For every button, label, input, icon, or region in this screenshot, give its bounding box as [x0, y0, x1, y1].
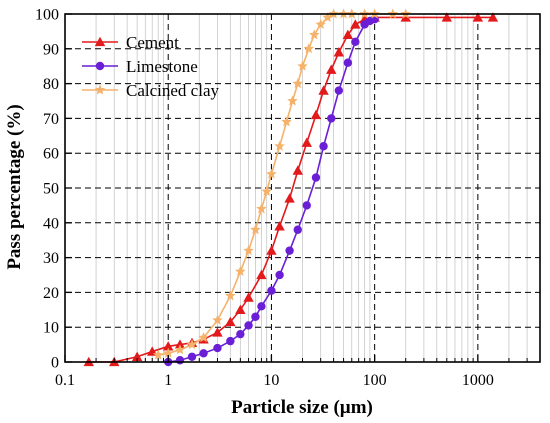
y-tick-label: 50 — [43, 181, 59, 198]
data-point — [400, 12, 411, 22]
data-point — [199, 349, 208, 358]
legend-item: Cement — [82, 33, 179, 52]
data-point — [225, 290, 236, 301]
data-point — [309, 29, 320, 40]
data-point — [319, 142, 328, 151]
y-tick-label: 60 — [43, 146, 59, 163]
data-point — [212, 314, 223, 325]
data-point — [343, 58, 353, 67]
data-point — [441, 12, 452, 22]
data-point — [198, 332, 209, 343]
x-tick-label: 0.1 — [55, 372, 75, 389]
data-point — [275, 270, 284, 280]
data-point — [327, 114, 336, 123]
data-point — [334, 86, 344, 95]
data-point — [333, 47, 345, 57]
legend: Cement Limestone Calcined clay — [82, 33, 219, 100]
data-point — [281, 116, 292, 127]
data-point — [287, 95, 298, 106]
data-point — [131, 351, 143, 361]
data-point — [284, 193, 295, 203]
y-tick-label: 80 — [43, 76, 59, 93]
data-point — [243, 292, 254, 302]
y-tick-label: 70 — [43, 111, 59, 128]
data-point — [350, 19, 361, 29]
data-point — [310, 109, 322, 120]
x-axis-title: Particle size (µm) — [231, 397, 373, 418]
legend-marker — [94, 84, 106, 95]
data-point — [302, 201, 311, 210]
data-point — [235, 304, 246, 314]
data-point — [225, 316, 236, 327]
y-tick-label: 0 — [51, 355, 59, 372]
data-point — [256, 269, 267, 280]
data-point — [266, 168, 277, 179]
data-point — [274, 140, 285, 151]
data-point — [285, 246, 294, 255]
data-point — [257, 302, 266, 311]
legend-marker — [95, 61, 105, 71]
data-point — [318, 85, 329, 95]
legend-item: Limestone — [82, 57, 198, 76]
data-point — [236, 329, 245, 339]
x-tick-label: 1 — [164, 372, 172, 389]
y-tick-label: 20 — [43, 285, 59, 302]
data-point — [235, 266, 246, 276]
data-point — [311, 173, 321, 182]
data-point — [487, 12, 499, 22]
data-point — [342, 29, 354, 40]
data-point — [186, 339, 198, 350]
data-point — [351, 37, 360, 47]
data-point — [303, 43, 314, 54]
legend-label: Calcined clay — [126, 81, 219, 100]
data-point — [293, 225, 302, 234]
legend-label: Limestone — [126, 57, 198, 76]
y-tick-label: 90 — [43, 41, 59, 58]
data-point — [243, 245, 254, 256]
data-point — [256, 203, 267, 214]
data-point — [213, 343, 222, 353]
data-point — [472, 12, 484, 22]
data-point — [251, 312, 260, 321]
data-point — [261, 185, 272, 196]
data-point — [163, 341, 174, 351]
data-point — [250, 224, 261, 235]
data-point — [266, 245, 277, 255]
x-tick-label: 10 — [263, 372, 279, 389]
data-point — [174, 339, 186, 349]
y-axis-title: Pass percentage (%) — [4, 104, 25, 269]
y-tick-label: 100 — [35, 7, 59, 24]
data-point — [175, 356, 185, 365]
grid — [64, 13, 541, 363]
data-point — [297, 60, 308, 71]
data-point — [187, 352, 197, 361]
data-point — [322, 11, 333, 22]
data-point — [267, 286, 276, 295]
data-point — [212, 327, 223, 337]
data-point — [315, 18, 326, 29]
legend-label: Cement — [126, 33, 179, 52]
x-tick-label: 1000 — [462, 372, 494, 389]
data-point — [292, 165, 303, 175]
y-tick-label: 10 — [43, 320, 59, 337]
data-point — [174, 344, 186, 355]
data-point — [301, 137, 312, 147]
data-point — [292, 78, 304, 89]
x-tick-label: 100 — [363, 372, 387, 389]
data-point — [244, 321, 253, 330]
data-point — [326, 64, 337, 74]
legend-marker — [94, 36, 106, 47]
y-tick-label: 40 — [43, 215, 59, 232]
data-point — [162, 347, 174, 358]
y-tick-label: 30 — [43, 250, 59, 267]
data-point — [226, 336, 235, 346]
axes: 0.1 1 10 100 1000 0 10 20 30 40 50 60 70 80 90 100 — [35, 7, 541, 389]
data-point — [274, 221, 285, 231]
legend-item: Calcined clay — [82, 81, 219, 100]
data-point — [152, 349, 164, 360]
